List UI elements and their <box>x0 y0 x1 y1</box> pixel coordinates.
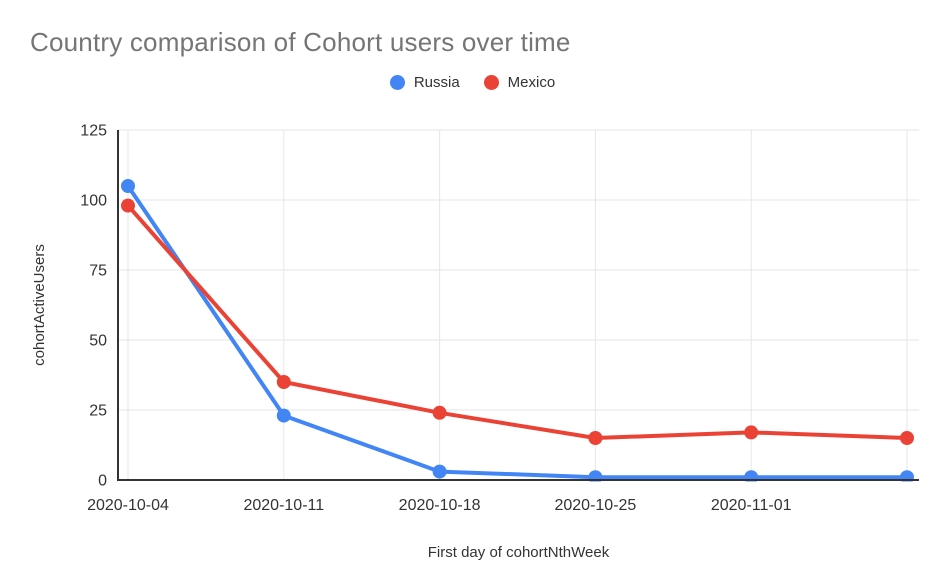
data-point-russia <box>744 470 759 482</box>
legend-dot-icon <box>389 75 405 90</box>
data-point-russia <box>276 408 291 423</box>
x-tick-label: 2020-10-04 <box>87 497 169 514</box>
series-group <box>121 179 914 482</box>
legend-item-russia: Russia <box>389 74 460 91</box>
x-axis-title: First day of cohortNthWeek <box>428 544 610 561</box>
y-tick-label: 25 <box>89 403 107 420</box>
legend-label: Mexico <box>507 74 556 91</box>
data-point-russia <box>588 470 603 482</box>
chart-title: Country comparison of Cohort users over … <box>30 27 571 57</box>
data-point-mexico <box>276 375 291 389</box>
data-point-mexico <box>588 431 603 445</box>
series-line-mexico <box>126 203 909 440</box>
y-tick-label: 100 <box>80 193 107 210</box>
y-tick-label: 0 <box>98 473 107 490</box>
y-tick-label: 75 <box>89 263 107 280</box>
legend-item-mexico: Mexico <box>483 74 556 91</box>
data-point-mexico <box>744 425 759 440</box>
x-tick-label: 2020-10-25 <box>554 497 636 514</box>
legend-dot-icon <box>483 75 499 90</box>
y-tick-label: 50 <box>89 333 107 350</box>
data-point-russia <box>432 464 447 479</box>
data-point-mexico <box>121 198 135 213</box>
data-point-mexico <box>900 431 914 445</box>
data-point-russia <box>900 470 914 482</box>
x-tick-label: 2020-11-01 <box>711 497 792 514</box>
series-line-russia <box>126 184 909 480</box>
x-tick-label: 2020-10-11 <box>243 497 324 514</box>
y-axis-title: cohortActiveUsers <box>31 244 48 366</box>
legend: Russia Mexico <box>0 74 945 91</box>
y-tick-label: 125 <box>80 123 107 140</box>
data-point-mexico <box>432 405 447 420</box>
x-tick-label: 2020-10-18 <box>399 497 481 514</box>
legend-label: Russia <box>413 74 460 91</box>
data-point-russia <box>121 179 135 193</box>
